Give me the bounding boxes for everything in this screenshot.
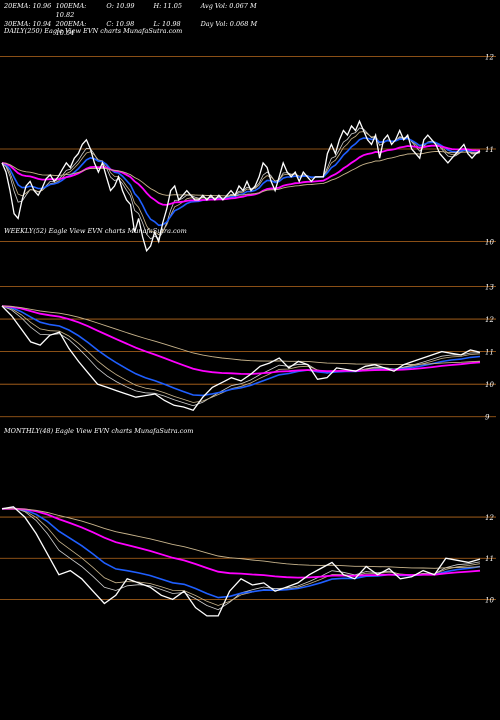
y-tick-label-1-1: 12 [485,316,494,324]
ema-mid-line-0 [1,131,481,236]
price-line-0 [1,119,481,253]
stat-20ema: 20EMA: 10.96 [4,2,52,10]
ema-magenta-line-2 [1,507,481,579]
y-tick-label-1-3: 10 [485,381,494,389]
price-line-2 [1,506,481,617]
y-tick-label-1-2: 11 [485,349,494,357]
y-tick-label-2-1: 11 [485,555,494,563]
y-tick-label-0-0: 12 [485,54,494,62]
ema-long-line-2 [1,508,481,569]
ema-long-line-0 [1,150,481,197]
stat-low: L: 10.98 [153,20,181,28]
stat-avg-vol: Avg Vol: 0.067 M [200,2,257,10]
y-tick-label-1-0: 13 [485,284,494,292]
stat-open: O: 10.99 [106,2,135,10]
ema-mid-line-2 [1,507,481,606]
stat-close: C: 10.98 [106,20,135,28]
price-line-1 [1,305,481,411]
y-tick-label-2-0: 12 [485,514,494,522]
y-tick-label-2-2: 10 [485,596,494,604]
weekly-panel-title: WEEKLY(52) Eagle View EVN charts MunafaS… [4,227,187,235]
stats-block: 20EMA: 10.96 100EMA: 10.82 O: 10.99 H: 1… [4,2,264,38]
stat-day-vol: Day Vol: 0.068 M [200,20,258,28]
daily-panel-title: DAILY(250) Eagle View EVN charts MunafaS… [4,27,183,35]
monthly-panel-title: MONTHLY(48) Eagle View EVN charts Munafa… [4,427,194,435]
ema-blue-line-0 [1,137,481,227]
y-tick-label-0-2: 10 [485,239,494,247]
ema-short-line-0 [1,127,481,240]
stat-30ema: 30EMA: 10.94 [4,20,52,28]
stat-high: H: 11.05 [153,2,183,10]
stat-100ema: 100EMA: 10.82 [55,2,87,19]
ema-magenta-line-0 [1,144,481,206]
stat-200ema: 200EMA: 10.64 [55,20,87,37]
ema-long-line-1 [1,305,481,366]
y-tick-label-0-1: 11 [485,146,494,154]
ema-blue-line-2 [1,507,481,599]
ema-magenta-line-1 [1,305,481,375]
y-tick-label-1-4: 9 [485,414,490,422]
